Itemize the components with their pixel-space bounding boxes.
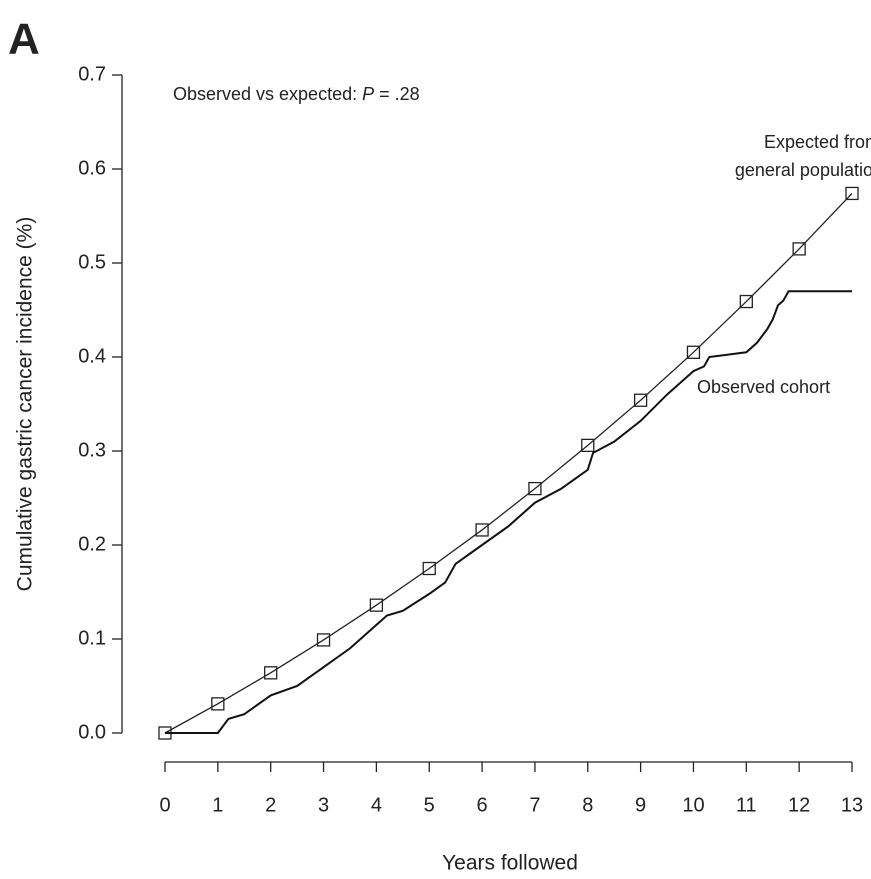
annotation-part: P — [362, 84, 374, 104]
y-tick-label: 0.7 — [78, 63, 106, 85]
y-tick-label: 0.4 — [78, 345, 106, 367]
x-tick-label: 9 — [635, 794, 646, 816]
marker — [528, 481, 542, 496]
y-axis-label: Cumulative gastric cancer incidence (%) — [14, 217, 37, 592]
marker — [316, 633, 331, 647]
y-tick-label: 0.1 — [78, 627, 106, 649]
y-tick-label: 0.6 — [78, 157, 106, 179]
marker — [686, 345, 701, 359]
marker — [792, 242, 806, 256]
x-tick-label: 1 — [212, 794, 223, 816]
annotation-part: Observed vs expected: — [173, 84, 362, 104]
x-tick-label: 4 — [371, 794, 382, 816]
x-tick-label: 12 — [788, 794, 810, 816]
series-line — [165, 290, 852, 734]
annotation-part: = .28 — [374, 84, 420, 104]
marker — [369, 598, 384, 612]
x-axis-label: Years followed — [442, 852, 578, 875]
y-tick-label: 0.5 — [78, 251, 106, 273]
x-tick-label: 8 — [582, 794, 593, 816]
x-tick-label: 0 — [159, 794, 170, 816]
x-tick-label: 5 — [424, 794, 435, 816]
x-tick-label: 11 — [736, 794, 757, 816]
y-tick-label: 0.2 — [78, 533, 106, 555]
x-tick-label: 10 — [682, 794, 704, 816]
x-tick-label: 13 — [841, 794, 863, 816]
annotation: Observed vs expected: P = .28 — [173, 84, 420, 104]
marker — [211, 697, 225, 711]
y-tick-label: 0.3 — [78, 439, 106, 461]
marker — [475, 523, 489, 537]
series-label: Observed cohort — [697, 377, 830, 397]
marker — [422, 561, 436, 576]
series-label: Expected from — [764, 132, 871, 152]
x-tick-label: 2 — [265, 794, 276, 816]
series-label: general population — [735, 160, 871, 180]
x-tick-label: 3 — [318, 794, 329, 816]
panel-label: A — [8, 15, 40, 64]
x-tick-label: 7 — [529, 794, 540, 816]
marker — [633, 393, 648, 407]
marker — [264, 666, 278, 680]
x-tick-label: 6 — [477, 794, 488, 816]
marker — [739, 294, 753, 309]
series-line — [164, 192, 853, 734]
y-tick-label: 0.0 — [78, 721, 106, 743]
marker — [581, 438, 595, 453]
marker — [845, 186, 859, 201]
